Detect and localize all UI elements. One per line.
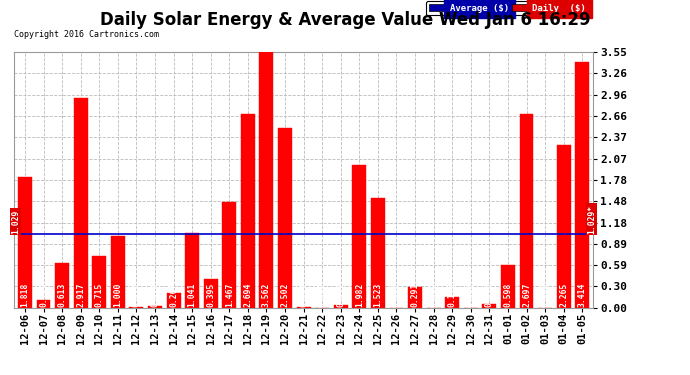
Text: 0.009: 0.009	[299, 282, 308, 307]
Bar	[55, 264, 69, 308]
Bar	[520, 114, 533, 308]
Bar	[148, 306, 162, 308]
Bar	[557, 145, 571, 308]
Bar	[241, 114, 255, 308]
Text: 1.818: 1.818	[21, 282, 30, 307]
Bar	[130, 307, 144, 308]
Text: 0.613: 0.613	[57, 282, 67, 307]
Text: 1.982: 1.982	[355, 282, 364, 307]
Text: Daily Solar Energy & Average Value Wed Jan 6 16:29: Daily Solar Energy & Average Value Wed J…	[99, 11, 591, 29]
Text: 1.000: 1.000	[113, 282, 122, 307]
Bar	[334, 304, 348, 307]
Text: 0.041: 0.041	[336, 282, 345, 307]
Bar	[371, 198, 385, 308]
Bar	[92, 256, 106, 307]
Bar	[408, 286, 422, 308]
Text: 3.414: 3.414	[578, 282, 586, 307]
Text: 1.041: 1.041	[188, 282, 197, 307]
Text: 0.000: 0.000	[392, 282, 401, 307]
Bar	[222, 202, 236, 308]
Legend: Average ($), Daily  ($): Average ($), Daily ($)	[426, 1, 589, 15]
Bar	[259, 52, 273, 308]
Text: 2.917: 2.917	[76, 282, 85, 307]
Bar	[297, 307, 310, 308]
Text: 2.697: 2.697	[522, 282, 531, 307]
Text: 0.105: 0.105	[39, 282, 48, 307]
Text: 1.467: 1.467	[225, 282, 234, 307]
Text: 2.694: 2.694	[244, 282, 253, 307]
Text: 0.395: 0.395	[206, 282, 215, 307]
Bar	[204, 279, 217, 308]
Bar	[111, 236, 125, 308]
Bar	[185, 233, 199, 308]
Text: 0.207: 0.207	[169, 282, 178, 307]
Bar	[278, 128, 292, 308]
Text: 1.029*: 1.029*	[587, 204, 596, 234]
Bar	[482, 304, 496, 307]
Text: 1.523: 1.523	[373, 282, 382, 307]
Text: 0.000: 0.000	[466, 282, 475, 307]
Bar	[445, 297, 459, 307]
Text: 0.146: 0.146	[448, 282, 457, 307]
Text: 0.291: 0.291	[411, 282, 420, 307]
Bar	[575, 62, 589, 308]
Bar	[37, 300, 50, 307]
Bar	[18, 177, 32, 308]
Text: 0.018: 0.018	[150, 282, 159, 307]
Bar	[353, 165, 366, 308]
Text: 0.000: 0.000	[540, 282, 550, 307]
Text: 2.265: 2.265	[559, 282, 568, 307]
Text: 0.715: 0.715	[95, 282, 103, 307]
Text: Copyright 2016 Cartronics.com: Copyright 2016 Cartronics.com	[14, 30, 159, 39]
Bar	[501, 264, 515, 308]
Text: 0.010: 0.010	[132, 282, 141, 307]
Text: 0.598: 0.598	[504, 282, 513, 307]
Text: 3.562: 3.562	[262, 282, 271, 307]
Text: 0.046: 0.046	[485, 282, 494, 307]
Bar	[74, 98, 88, 308]
Text: 0.000: 0.000	[317, 282, 326, 307]
Text: 0.000: 0.000	[429, 282, 438, 307]
Bar	[166, 292, 181, 308]
Text: 2.502: 2.502	[281, 282, 290, 307]
Text: 1.029: 1.029	[11, 209, 20, 234]
